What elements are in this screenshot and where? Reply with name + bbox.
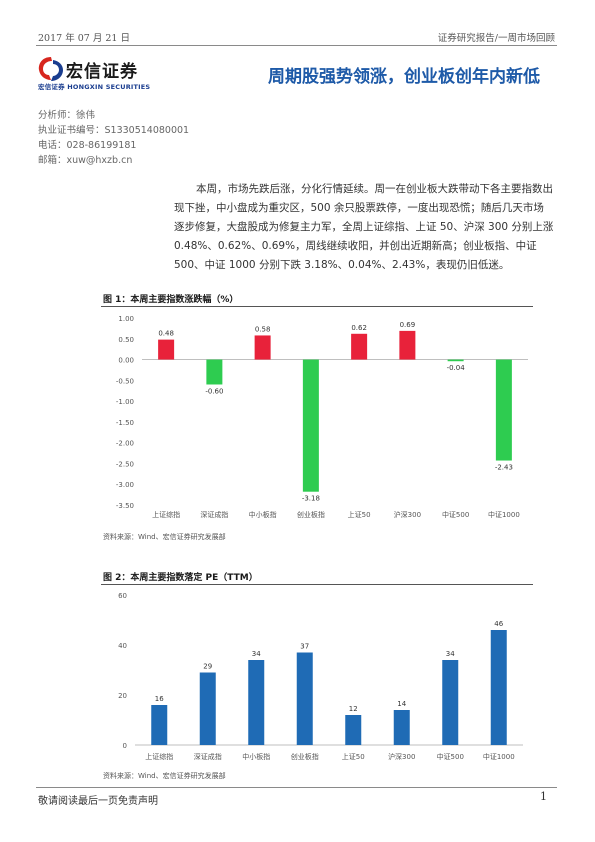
y-tick-label: 1.00 — [118, 315, 134, 323]
data-label: 29 — [203, 663, 212, 671]
x-tick-label: 上证50 — [348, 510, 371, 519]
x-tick-label: 中证500 — [437, 752, 464, 761]
y-tick-label: 0.50 — [118, 336, 134, 344]
data-label: 0.58 — [255, 325, 271, 333]
y-tick-label: 60 — [118, 592, 127, 600]
data-label: 16 — [155, 695, 164, 703]
x-tick-label: 沪深300 — [388, 752, 415, 761]
x-tick-label: 上证综指 — [145, 752, 173, 761]
data-label: 0.69 — [400, 321, 416, 329]
x-tick-label: 上证综指 — [152, 510, 180, 519]
data-label: 12 — [349, 705, 358, 713]
y-tick-label: -3.50 — [116, 502, 134, 510]
x-tick-label: 创业板指 — [291, 752, 319, 761]
data-label: 0.48 — [158, 330, 174, 338]
x-tick-label: 深证成指 — [194, 752, 222, 761]
x-tick-label: 中证1000 — [483, 752, 515, 761]
x-tick-label: 中证500 — [442, 510, 469, 519]
figure-2-title: 图 2：本周主要指数落定 PE（TTM） — [103, 573, 258, 583]
logo-name-cn: 宏信证券 — [66, 62, 138, 82]
footer-disclaimer: 敬请阅读最后一页免责声明 — [38, 796, 158, 807]
figure-2-source: 资料来源：Wind、宏信证券研究发展部 — [103, 772, 226, 780]
bar-中证1000 — [495, 359, 512, 461]
analyst-email: 邮箱：xuw@hxzb.cn — [38, 155, 133, 166]
x-tick-label: 中小板指 — [249, 510, 277, 519]
data-label: 34 — [252, 650, 261, 658]
bar-沪深300 — [393, 710, 410, 745]
figure-2-rule — [101, 584, 533, 585]
bar-沪深300 — [399, 330, 416, 360]
x-tick-label: 中小板指 — [242, 752, 270, 761]
y-tick-label: -3.00 — [116, 481, 134, 489]
data-label: -3.18 — [302, 495, 320, 503]
bar-上证综指 — [158, 339, 175, 360]
report-title: 周期股强势领涨，创业板创年内新低 — [268, 67, 540, 87]
intro-paragraph: 本周，市场先跌后涨，分化行情延续。周一在创业板大跌带动下各主要指数出现下挫，中小… — [174, 183, 554, 271]
y-tick-label: 20 — [118, 692, 127, 700]
data-label: 37 — [300, 643, 309, 651]
analyst-info: 分析师：徐伟 执业证书编号：S1330514080001 电话：028-8619… — [38, 108, 189, 168]
x-tick-label: 沪深300 — [394, 510, 421, 519]
y-tick-label: 0.00 — [118, 357, 134, 365]
bar-上证50 — [345, 715, 362, 745]
analyst-phone: 电话：028-86199181 — [38, 140, 137, 151]
y-tick-label: 0 — [123, 742, 127, 750]
footer-divider — [36, 787, 557, 788]
figure-1-title: 图 1：本周主要指数涨跌幅（%） — [103, 295, 239, 305]
y-tick-label: -0.50 — [116, 377, 134, 385]
bar-上证50 — [351, 333, 368, 360]
y-tick-label: -1.50 — [116, 419, 134, 427]
bar-中证500 — [442, 660, 459, 745]
x-tick-label: 创业板指 — [297, 510, 325, 519]
data-label: 46 — [494, 620, 503, 628]
analyst-license: 执业证书编号：S1330514080001 — [38, 125, 190, 136]
data-label: 34 — [446, 650, 455, 658]
bar-深证成指 — [199, 672, 216, 745]
report-type: 证券研究报告/一周市场回顾 — [437, 33, 555, 44]
header-divider — [36, 45, 557, 46]
logo-mark-icon — [38, 57, 63, 81]
analyst-name: 分析师：徐伟 — [38, 110, 96, 121]
bar-中证500 — [447, 359, 464, 362]
company-logo: 宏信证券 宏信证券 HONGXIN SECURITIES — [36, 55, 161, 93]
data-label: -2.43 — [495, 464, 513, 472]
x-tick-label: 深证成指 — [200, 510, 228, 519]
page-number: 1 — [540, 790, 547, 803]
bar-中小板指 — [254, 335, 271, 360]
logo-name-en: 宏信证券 HONGXIN SECURITIES — [38, 83, 151, 91]
bar-中证1000 — [490, 630, 507, 745]
data-label: -0.04 — [447, 364, 466, 372]
x-tick-label: 中证1000 — [488, 510, 520, 519]
y-tick-label: -1.00 — [116, 398, 134, 406]
bar-上证综指 — [151, 705, 168, 745]
data-label: 14 — [397, 700, 406, 708]
report-date: 2017 年 07 月 21 日 — [38, 33, 130, 44]
bar-深证成指 — [206, 359, 223, 385]
data-label: -0.60 — [205, 387, 223, 395]
bar-中小板指 — [248, 660, 265, 745]
data-label: 0.62 — [351, 324, 367, 332]
figure-1-rule — [101, 306, 533, 307]
x-tick-label: 上证50 — [342, 752, 365, 761]
y-tick-label: -2.50 — [116, 460, 134, 468]
figure-1-source: 资料来源：Wind、宏信证券研究发展部 — [103, 533, 226, 541]
y-tick-label: -2.00 — [116, 440, 134, 448]
bar-创业板指 — [302, 359, 319, 492]
y-tick-label: 40 — [118, 642, 127, 650]
bar-创业板指 — [296, 652, 313, 745]
